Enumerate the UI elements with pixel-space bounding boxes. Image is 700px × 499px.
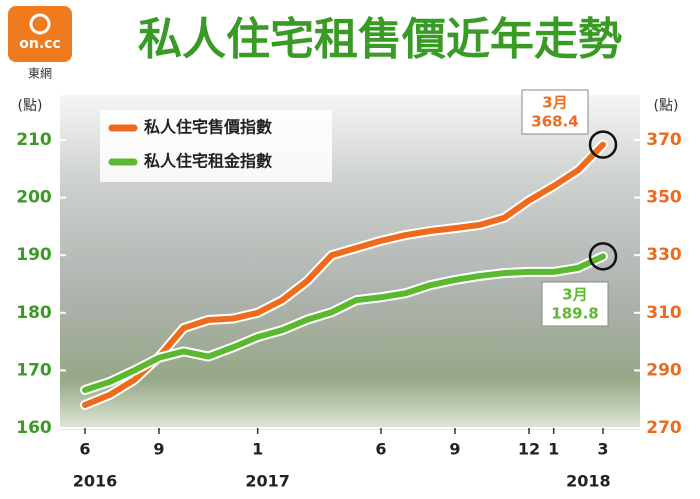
chart-title: 私人住宅租售價近年走勢 bbox=[138, 14, 622, 65]
y2-tick-label: 310 bbox=[646, 303, 682, 323]
y2-tick-label: 290 bbox=[646, 360, 682, 380]
x-year-label: 2018 bbox=[566, 472, 611, 491]
annotation-box bbox=[521, 89, 589, 135]
x-tick-label: 3 bbox=[597, 440, 608, 459]
y2-tick-label: 350 bbox=[646, 188, 682, 208]
y-tick-label: 190 bbox=[16, 245, 52, 265]
y2-tick-label: 370 bbox=[646, 130, 682, 150]
legend-box bbox=[100, 110, 332, 182]
end-marker bbox=[588, 242, 618, 271]
logo-text: on.cc bbox=[19, 36, 61, 52]
logo-caption: 東網 bbox=[28, 67, 52, 81]
x-year-label: 2017 bbox=[245, 472, 290, 491]
series-line bbox=[82, 253, 606, 393]
x-tick-label: 6 bbox=[375, 440, 386, 459]
x-tick-label: 9 bbox=[449, 440, 460, 459]
annotation-value: 189.8 bbox=[551, 305, 598, 323]
y2-axis-label: (點) bbox=[654, 98, 679, 114]
annotation-value: 368.4 bbox=[531, 113, 578, 131]
annotation-month: 3月 bbox=[542, 94, 567, 112]
annotation-box bbox=[541, 281, 609, 327]
legend-label: 私人住宅租金指數 bbox=[144, 152, 272, 171]
x-tick-label: 9 bbox=[153, 440, 164, 459]
x-tick-label: 1 bbox=[252, 440, 263, 459]
y-tick-label: 200 bbox=[16, 188, 52, 208]
legend-label: 私人住宅售價指數 bbox=[144, 118, 272, 137]
y-tick-label: 180 bbox=[16, 303, 52, 323]
y-tick-label: 170 bbox=[16, 360, 52, 380]
series-line bbox=[82, 141, 606, 408]
y2-tick-label: 330 bbox=[646, 245, 682, 265]
x-tick-label: 1 bbox=[548, 440, 559, 459]
y-axis-label: (點) bbox=[18, 98, 43, 114]
x-tick-label: 12 bbox=[518, 440, 540, 459]
annotation-month: 3月 bbox=[562, 286, 587, 304]
logo-icon bbox=[29, 13, 51, 35]
y2-tick-label: 270 bbox=[646, 418, 682, 438]
x-year-label: 2016 bbox=[73, 472, 118, 491]
x-tick-label: 6 bbox=[79, 440, 90, 459]
end-marker bbox=[588, 130, 618, 159]
y-tick-label: 160 bbox=[16, 418, 52, 438]
y-tick-label: 210 bbox=[16, 130, 52, 150]
